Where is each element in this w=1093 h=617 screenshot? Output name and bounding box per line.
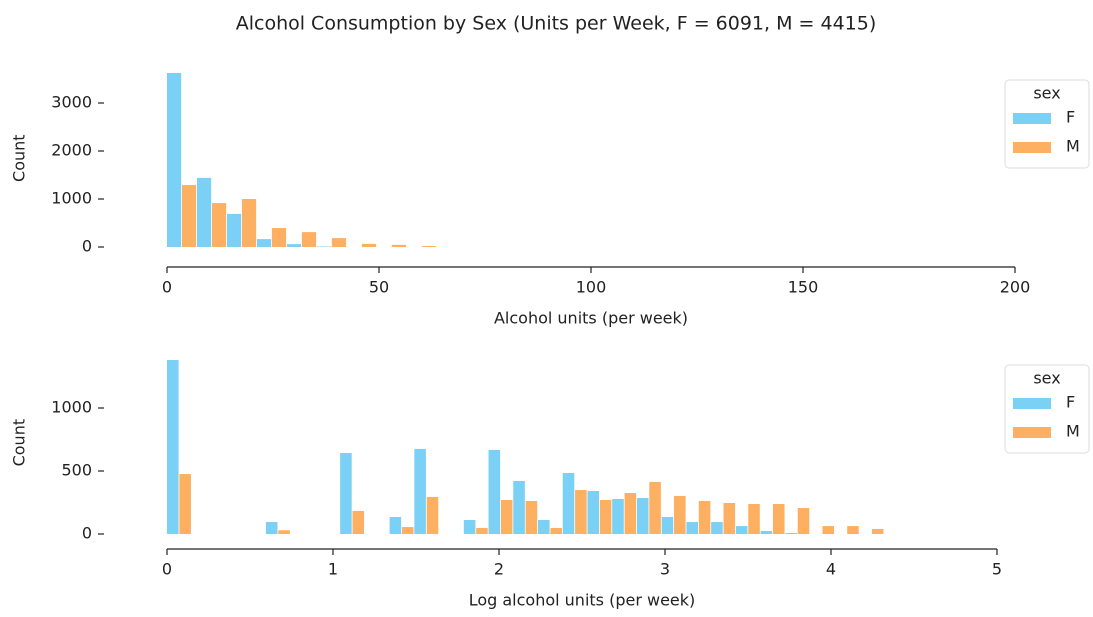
bar [488, 449, 501, 534]
legend-swatch [1013, 427, 1051, 438]
bar [226, 213, 242, 247]
bar [352, 510, 365, 534]
x-axis-label: Log alcohol units (per week) [469, 591, 696, 610]
legend-label: F [1066, 108, 1075, 127]
y-tick-label: 1000 [51, 189, 92, 208]
bar [331, 238, 347, 247]
x-tick-label: 3 [660, 560, 670, 579]
bar [167, 359, 179, 534]
y-tick-label: 2000 [51, 141, 92, 160]
bar [476, 527, 488, 534]
bar [340, 452, 352, 534]
bar [686, 522, 698, 534]
bar [265, 522, 278, 534]
x-tick-label: 50 [369, 278, 389, 297]
bar [525, 500, 538, 534]
bar [241, 199, 257, 247]
bar [286, 244, 302, 247]
bar [624, 493, 637, 534]
legend-label: F [1066, 393, 1075, 412]
bar [797, 508, 810, 534]
bar [785, 532, 797, 534]
x-tick-label: 100 [576, 278, 607, 297]
bar [414, 448, 426, 534]
x-tick-label: 1 [328, 560, 338, 579]
bar [711, 522, 723, 534]
legend-title: sex [1033, 84, 1060, 103]
x-tick-label: 200 [1000, 278, 1031, 297]
bar [649, 481, 661, 534]
bar [278, 530, 290, 534]
legend-swatch [1013, 113, 1051, 124]
x-tick-label: 2 [494, 560, 504, 579]
bar [256, 239, 272, 247]
bar [723, 503, 736, 534]
bar [772, 504, 785, 534]
x-tick-label: 150 [788, 278, 819, 297]
bar [391, 244, 407, 247]
bar [301, 232, 317, 247]
bar [167, 73, 182, 247]
y-axis-label: Count [10, 419, 29, 467]
bar [361, 243, 377, 247]
x-tick-label: 5 [992, 560, 1002, 579]
bar [599, 499, 612, 534]
y-tick-label: 500 [61, 461, 92, 480]
bar [847, 526, 859, 534]
y-tick-label: 0 [82, 237, 92, 256]
bar [211, 203, 227, 247]
legend-title: sex [1033, 369, 1060, 388]
bar [575, 490, 587, 534]
bar [271, 228, 287, 247]
bar [871, 528, 884, 534]
bar [401, 527, 414, 534]
bar [698, 500, 711, 534]
bar [636, 497, 649, 534]
legend-swatch [1013, 142, 1051, 153]
x-axis-label: Alcohol units (per week) [494, 309, 688, 328]
y-tick-label: 1000 [51, 398, 92, 417]
y-tick-label: 3000 [51, 93, 92, 112]
bar [822, 526, 835, 534]
bar [389, 516, 402, 534]
bar [674, 495, 686, 534]
legend-label: M [1066, 137, 1080, 156]
bar [196, 177, 212, 247]
bar [426, 496, 439, 534]
bar [562, 473, 575, 534]
legend-swatch [1013, 398, 1051, 409]
bar [500, 499, 513, 534]
bar [760, 530, 773, 534]
bar [179, 474, 191, 534]
bar [421, 246, 436, 247]
bar [587, 491, 600, 534]
bar [513, 480, 525, 534]
figure-title: Alcohol Consumption by Sex (Units per We… [236, 13, 877, 35]
x-tick-label: 0 [162, 278, 172, 297]
bar [661, 516, 674, 534]
x-tick-label: 0 [162, 560, 172, 579]
bar [735, 526, 748, 534]
bar [463, 520, 476, 534]
bar [748, 504, 760, 534]
bar [550, 527, 562, 534]
bar [181, 185, 197, 247]
x-tick-label: 4 [826, 560, 836, 579]
bar [538, 520, 550, 534]
bar [612, 498, 624, 534]
legend-label: M [1066, 422, 1080, 441]
y-axis-label: Count [10, 134, 29, 182]
y-tick-label: 0 [82, 524, 92, 543]
